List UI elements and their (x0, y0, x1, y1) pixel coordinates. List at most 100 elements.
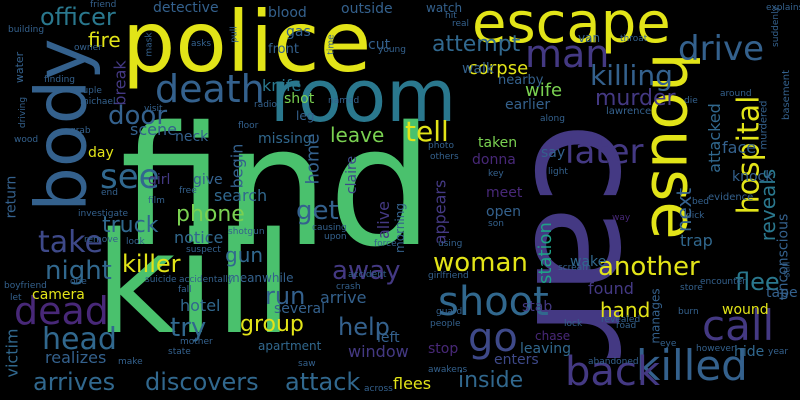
word-stop: stop (428, 341, 459, 357)
word-phone: phone (176, 202, 245, 227)
word-attacked: attacked (704, 103, 724, 173)
word-knife: knife (262, 76, 302, 95)
word-see: see (100, 157, 160, 197)
word-hit: hit (445, 11, 457, 21)
word-accidentally: accidentally (179, 275, 234, 285)
word-film: film (148, 196, 165, 206)
word-station: station (534, 222, 556, 284)
word-killed: killed (636, 341, 748, 390)
word-neck: neck (175, 129, 209, 145)
word-encounter: encounter (700, 277, 746, 287)
word-girl: girl (148, 172, 171, 188)
word-force: force (374, 239, 397, 249)
word-outside: outside (341, 1, 393, 17)
word-people: people (430, 319, 461, 329)
word-using: using (438, 239, 463, 249)
word-room: room (270, 54, 457, 138)
word-van: van (578, 31, 601, 45)
word-wound: wound (722, 302, 769, 318)
word-find: find (120, 91, 434, 283)
word-flee: flee (735, 268, 780, 296)
word-camera: camera (32, 287, 85, 303)
word-fire: fire (88, 28, 121, 52)
word-hotel: hotel (180, 296, 221, 315)
word-door: door (108, 101, 168, 131)
word-return: return (3, 175, 20, 219)
word-building: building (8, 25, 45, 35)
word-tell: tell (405, 115, 449, 148)
word-state: state (168, 347, 191, 357)
word-body: body (20, 38, 103, 212)
word-man: man (525, 32, 610, 76)
word-kill: kill (95, 203, 293, 366)
word-asks: asks (191, 39, 212, 49)
word-lock: lock (564, 319, 583, 329)
word-donna: donna (472, 152, 516, 168)
word-arrives: arrives (33, 368, 116, 396)
word-abandoned: abandoned (588, 357, 639, 367)
word-named: named (328, 96, 360, 106)
word-real: real (452, 19, 470, 29)
word-murdered: murdered (758, 100, 770, 150)
word-grab: grab (70, 126, 91, 136)
word-manages: manages (648, 288, 663, 344)
word-burn: burn (678, 307, 699, 317)
word-head: head (42, 322, 117, 357)
word-take: take (38, 225, 103, 260)
word-scene: scene (130, 120, 177, 139)
word-gas: gas (286, 24, 311, 40)
word-dead: dead (14, 289, 109, 333)
word-visit: visit (144, 104, 163, 114)
word-shoot: shoot (438, 279, 549, 325)
word-face: face (722, 138, 757, 157)
word-wood: wood (14, 135, 39, 145)
word-saw: saw (298, 359, 316, 369)
word-woman: woman (433, 248, 528, 278)
word-discovers: discovers (145, 368, 259, 396)
word-death: death (155, 67, 265, 111)
word-search: search (214, 186, 268, 205)
word-detective: detective (153, 0, 219, 16)
word-driving: driving (18, 96, 29, 129)
word-still: still (782, 261, 793, 278)
word-left: left (377, 330, 400, 346)
word-escape: escape (472, 0, 671, 56)
word-young: young (378, 45, 406, 55)
word-leave: leave (330, 123, 385, 147)
word-another: another (598, 252, 700, 282)
word-shot: shot (284, 91, 315, 107)
word-officer: officer (40, 3, 116, 31)
word-upon: upon (324, 232, 347, 242)
word-later: later (565, 132, 644, 172)
word-group: group (240, 312, 304, 337)
word-attempt: attempt (432, 32, 521, 57)
word-suicide: suicide (145, 275, 177, 285)
word-murder: murder (595, 86, 676, 111)
word-pull: pull (229, 26, 240, 43)
word-others: others (430, 152, 459, 162)
word-alive: alive (374, 200, 394, 240)
word-flees: flees (393, 374, 432, 393)
word-friend: friend (90, 0, 117, 10)
word-girlfriend: girlfriend (428, 271, 469, 281)
word-free: free (179, 186, 197, 196)
word-several: several (274, 301, 326, 317)
word-water: water (13, 51, 27, 84)
word-along: along (540, 114, 565, 124)
word-gun: gun (225, 243, 264, 267)
word-realizes: realizes (45, 348, 107, 367)
word-police: police (122, 0, 372, 91)
word-time: time (326, 34, 337, 55)
word-mother: mother (180, 337, 213, 347)
word-remove: remove (84, 235, 119, 245)
word-owner: owner (74, 43, 102, 53)
word-hide: hide (734, 344, 765, 360)
word-open: open (486, 204, 521, 220)
word-revealed: revealed (601, 315, 641, 325)
word-wife: wife (525, 80, 563, 101)
word-taken: taken (478, 135, 518, 151)
word-run: run (265, 282, 306, 310)
word-couple: couple (72, 86, 102, 96)
word-night: night (45, 256, 112, 286)
